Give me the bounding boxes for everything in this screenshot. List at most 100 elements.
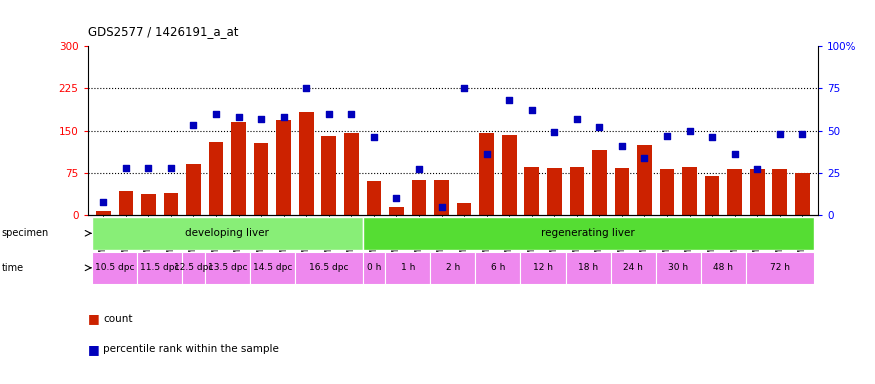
Bar — [92, 217, 362, 250]
Point — [345, 111, 359, 117]
Text: time: time — [2, 263, 24, 273]
Text: 13.5 dpc: 13.5 dpc — [207, 263, 247, 272]
Bar — [344, 133, 359, 215]
Bar — [186, 164, 201, 215]
Point — [795, 131, 809, 137]
Bar — [682, 167, 696, 215]
Bar — [475, 252, 521, 284]
Point — [254, 116, 268, 122]
Text: ■: ■ — [88, 343, 99, 356]
Point — [389, 195, 403, 201]
Text: 72 h: 72 h — [770, 263, 790, 272]
Text: 2 h: 2 h — [445, 263, 460, 272]
Bar — [141, 194, 156, 215]
Text: 30 h: 30 h — [668, 263, 689, 272]
Bar — [704, 175, 719, 215]
Text: 24 h: 24 h — [623, 263, 643, 272]
Point — [773, 131, 787, 137]
Point — [435, 204, 449, 210]
Bar — [299, 112, 313, 215]
Text: 11.5 dpc: 11.5 dpc — [140, 263, 179, 272]
Bar — [795, 173, 809, 215]
Bar — [521, 252, 565, 284]
Bar — [205, 252, 250, 284]
Text: regenerating liver: regenerating liver — [542, 228, 635, 238]
Bar — [701, 252, 746, 284]
Bar — [502, 134, 516, 215]
Bar — [660, 169, 675, 215]
Bar — [565, 252, 611, 284]
Point — [276, 114, 290, 120]
Bar — [321, 136, 336, 215]
Point — [660, 132, 674, 139]
Point — [96, 199, 110, 205]
Bar — [655, 252, 701, 284]
Bar — [611, 252, 655, 284]
Point — [119, 165, 133, 171]
Bar — [457, 203, 472, 215]
Bar — [389, 207, 403, 215]
Point — [547, 129, 561, 135]
Point — [164, 165, 178, 171]
Point — [570, 116, 584, 122]
Point — [322, 111, 336, 117]
Text: 48 h: 48 h — [713, 263, 733, 272]
Bar — [276, 121, 291, 215]
Point — [705, 134, 719, 141]
Text: count: count — [103, 314, 133, 324]
Bar — [547, 168, 562, 215]
Bar — [592, 150, 606, 215]
Text: 14.5 dpc: 14.5 dpc — [253, 263, 292, 272]
Bar — [773, 169, 788, 215]
Bar — [727, 169, 742, 215]
Point — [750, 166, 764, 172]
Bar — [182, 252, 205, 284]
Text: GDS2577 / 1426191_a_at: GDS2577 / 1426191_a_at — [88, 25, 238, 38]
Point — [638, 154, 652, 161]
Point — [209, 111, 223, 117]
Text: ■: ■ — [88, 312, 99, 325]
Bar — [362, 217, 814, 250]
Point — [457, 85, 471, 91]
Bar — [385, 252, 430, 284]
Bar — [750, 169, 765, 215]
Point — [186, 122, 200, 129]
Bar — [614, 168, 629, 215]
Point — [412, 166, 426, 172]
Bar — [637, 145, 652, 215]
Text: percentile rank within the sample: percentile rank within the sample — [103, 344, 279, 354]
Point — [728, 151, 742, 157]
Point — [525, 107, 539, 113]
Bar — [92, 252, 137, 284]
Point — [615, 143, 629, 149]
Bar — [434, 180, 449, 215]
Point — [480, 151, 494, 157]
Point — [682, 127, 696, 134]
Bar — [362, 252, 385, 284]
Text: 10.5 dpc: 10.5 dpc — [94, 263, 134, 272]
Bar — [209, 142, 223, 215]
Point — [502, 97, 516, 103]
Point — [299, 85, 313, 91]
Point — [367, 134, 381, 141]
Bar — [96, 210, 110, 215]
Bar — [250, 252, 295, 284]
Text: 6 h: 6 h — [491, 263, 505, 272]
Bar — [231, 122, 246, 215]
Bar — [295, 252, 362, 284]
Text: developing liver: developing liver — [186, 228, 270, 238]
Bar — [746, 252, 814, 284]
Point — [142, 165, 156, 171]
Bar — [570, 167, 584, 215]
Text: 0 h: 0 h — [367, 263, 382, 272]
Text: 18 h: 18 h — [578, 263, 598, 272]
Text: 12 h: 12 h — [533, 263, 553, 272]
Text: 1 h: 1 h — [401, 263, 415, 272]
Bar — [164, 192, 178, 215]
Bar — [480, 133, 494, 215]
Text: specimen: specimen — [2, 228, 49, 238]
Bar — [411, 180, 426, 215]
Bar — [254, 143, 269, 215]
Bar — [430, 252, 475, 284]
Point — [232, 114, 246, 120]
